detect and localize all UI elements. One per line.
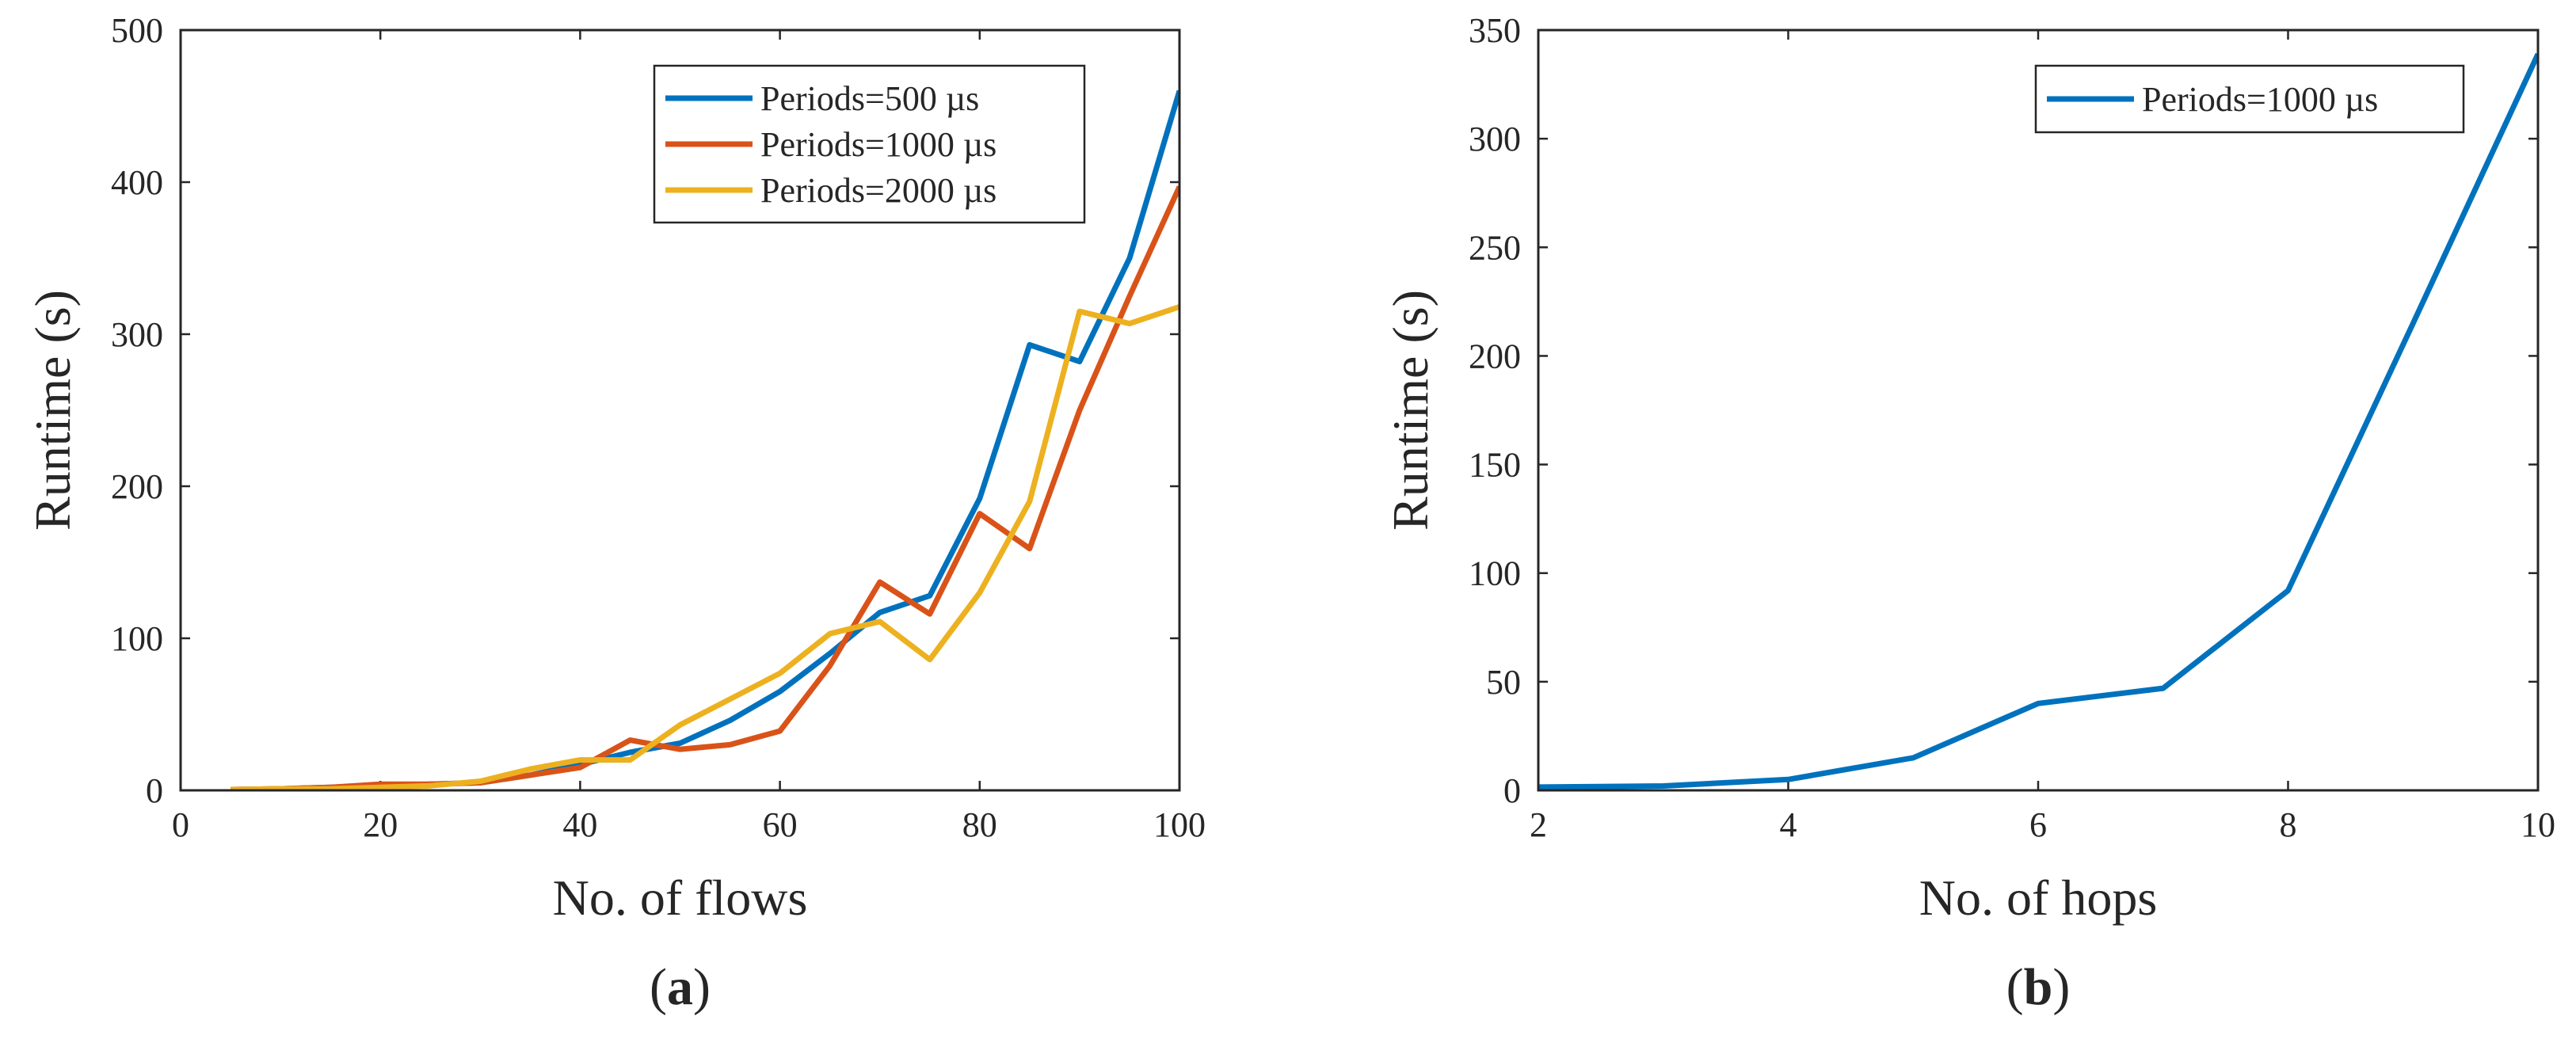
y-tick-label: 200 [111, 467, 163, 506]
panel-label-open-paren: ( [650, 958, 667, 1016]
y-tick-label: 350 [1469, 11, 1521, 50]
series-line-3 [231, 304, 1179, 790]
y-tick-label: 400 [111, 163, 163, 202]
legend-label-1: Periods=500 µs [760, 79, 979, 118]
y-tick-label: 0 [1503, 771, 1521, 810]
panel-label-letter: b [2024, 958, 2053, 1016]
x-tick-label: 2 [1530, 805, 1547, 844]
panel-label: (b) [2006, 958, 2071, 1016]
x-axis-label: No. of flows [553, 870, 808, 926]
panel-label-close-paren: ) [693, 958, 711, 1016]
x-tick-label: 40 [562, 805, 597, 844]
x-tick-label: 10 [2521, 805, 2555, 844]
y-tick-label: 50 [1486, 663, 1521, 702]
series-line-1 [1538, 52, 2538, 790]
y-tick-label: 250 [1469, 228, 1521, 267]
plot-area [1538, 30, 2538, 790]
x-tick-label: 0 [172, 805, 189, 844]
legend-label-2: Periods=1000 µs [760, 125, 996, 164]
series-group [1538, 52, 2538, 790]
series-group [231, 89, 1179, 790]
series-line-2 [231, 185, 1179, 790]
x-tick-label: 80 [962, 805, 997, 844]
y-tick-label: 500 [111, 11, 163, 50]
y-tick-label: 200 [1469, 337, 1521, 375]
legend-label-1: Periods=1000 µs [2142, 80, 2378, 119]
axes-box [1537, 29, 2540, 792]
legend: Periods=500 µs Periods=1000 µs Periods=200… [653, 64, 1086, 224]
x-tick-label: 4 [1780, 805, 1797, 844]
x-tick-label: 6 [2029, 805, 2047, 844]
y-axis-label: Runtime (s) [1382, 290, 1439, 531]
panel-label-close-paren: ) [2052, 958, 2070, 1016]
y-tick-label: 300 [1469, 120, 1521, 158]
x-tick-label: 100 [1153, 805, 1206, 844]
chart-a: 0 20 40 60 80 100 0 100 200 300 400 500 No. of flows… [25, 11, 1206, 1016]
panel-label-open-paren: ( [2006, 958, 2024, 1016]
axes-box [179, 29, 1181, 792]
y-tick-label: 100 [1469, 554, 1521, 593]
legend: Periods=1000 µs [2034, 64, 2465, 134]
legend-label-3: Periods=2000 µs [760, 171, 996, 210]
x-tick-label: 8 [2280, 805, 2297, 844]
y-tick-label: 300 [111, 315, 163, 354]
y-tick-label: 0 [146, 771, 163, 810]
panel-label-letter: a [667, 958, 693, 1016]
x-tick-label: 60 [763, 805, 798, 844]
y-tick-label: 100 [111, 619, 163, 658]
y-axis-label: Runtime (s) [25, 290, 81, 531]
panel-label: (a) [650, 958, 711, 1016]
x-tick-label: 20 [363, 805, 398, 844]
x-axis-label: No. of hops [1919, 870, 2157, 926]
y-tick-label: 150 [1469, 446, 1521, 485]
